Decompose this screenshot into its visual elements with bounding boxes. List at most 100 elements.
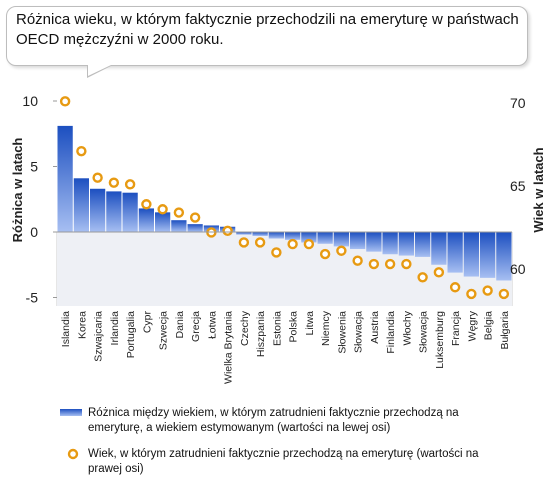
bar-Litwa: [301, 232, 317, 243]
legend-circle-swatch: [67, 448, 79, 460]
point-Hiszpania: [254, 237, 266, 248]
point-Irlandia: [108, 177, 120, 188]
y2-axis-label: Wiek w latach: [531, 147, 546, 232]
bar-Estonia: [268, 232, 284, 239]
category-label: Grecja: [190, 311, 202, 342]
bar-Polska: [285, 232, 301, 240]
bar-Włochy: [398, 232, 414, 256]
chart-title: Różnica wieku, w którym faktycznie przec…: [16, 11, 519, 48]
category-label: Niemcy: [320, 310, 332, 346]
point-Litwa: [303, 238, 315, 250]
title-bubble: [6, 6, 528, 78]
category-label: Łotwa: [206, 311, 218, 339]
point-Korea: [76, 145, 87, 157]
bar-Słowacja: [415, 232, 431, 257]
legend-layer: [60, 409, 82, 460]
point-Słowacja: [417, 272, 428, 283]
bar-Węgry: [463, 232, 479, 277]
bar-Cypr: [138, 208, 154, 232]
bar-Słowenia: [333, 232, 349, 247]
point-Słowacja: [352, 255, 363, 266]
category-label: Estonia: [271, 311, 283, 346]
category-label: Szwecja: [158, 311, 170, 350]
category-label: Finlandia: [385, 311, 397, 354]
category-label: Portugalia: [125, 311, 137, 358]
category-label: Austria: [369, 311, 381, 344]
bar-Luksemburg: [431, 232, 447, 265]
bar-Grecja: [187, 224, 203, 232]
category-label: Korea: [76, 311, 88, 339]
point-Luksemburg: [433, 267, 445, 278]
category-label: Hiszpania: [255, 311, 267, 357]
bar-layer: [57, 125, 512, 281]
category-label: Szwajcaria: [93, 311, 105, 362]
bar-Szwajcaria: [90, 188, 106, 232]
bar-Irlandia: [106, 191, 122, 232]
category-label: Słowacja: [418, 311, 430, 353]
category-label: Luksemburg: [434, 311, 446, 369]
bar-Hiszpania: [252, 232, 268, 236]
point-Wielka Brytania: [222, 225, 233, 237]
point-Finlandia: [384, 258, 396, 270]
category-label: Litwa: [304, 311, 316, 336]
point-Czechy: [238, 237, 250, 248]
bar-Słowacja: [350, 232, 366, 250]
point-Polska: [287, 238, 298, 250]
category-label: Włochy: [401, 310, 413, 345]
point-Grecja: [189, 212, 201, 223]
left-tick-label: 5: [30, 159, 38, 175]
category-label: Islandia: [60, 311, 72, 347]
bar-Islandia: [57, 125, 73, 232]
bar-Dania: [171, 220, 187, 232]
point-Włochy: [401, 258, 412, 270]
point-Austria: [368, 258, 380, 270]
category-label: Polska: [288, 311, 300, 343]
legend-bar-swatch: [60, 409, 82, 416]
bubble-tail-inner: [88, 65, 111, 76]
point-Niemcy: [319, 248, 331, 260]
bar-Austria: [366, 232, 382, 252]
bar-Szwecja: [155, 212, 171, 232]
point-Belgia: [482, 285, 493, 296]
point-Cypr: [141, 199, 152, 210]
category-label: Czechy: [239, 310, 251, 346]
right-tick-label: 65: [510, 178, 526, 194]
category-label: Wielka Brytania: [223, 311, 235, 384]
left-tick-label: 10: [22, 93, 38, 109]
y-axis-label: Różnica w latach: [10, 138, 25, 243]
category-label: Francja: [450, 311, 462, 346]
right-tick-label: 70: [510, 95, 526, 111]
bar-Finlandia: [382, 232, 398, 255]
left-tick-label: 0: [30, 224, 38, 240]
bar-Czechy: [236, 232, 252, 235]
point-Bułgaria: [498, 288, 510, 300]
point-layer: [59, 96, 510, 300]
point-Estonia: [271, 247, 282, 258]
category-label: Słowenia: [336, 311, 348, 354]
bar-Portugalia: [122, 192, 138, 232]
axis-layer: 10 5 0 -5 70 65 60 Różnica w latach Wiek w latac…: [10, 93, 546, 384]
bar-Belgia: [480, 232, 496, 278]
category-label: Cypr: [141, 310, 153, 333]
legend-circles-label: Wiek, w którym zatrudnieni faktycznie pr…: [88, 448, 479, 475]
point-Węgry: [466, 288, 477, 300]
category-label: Irlandia: [109, 311, 121, 346]
bar-Bułgaria: [496, 232, 512, 281]
left-tick-label: -5: [26, 290, 39, 306]
point-Dania: [173, 207, 185, 218]
point-Francja: [449, 282, 461, 293]
category-label: Bułgaria: [499, 311, 511, 350]
category-label: Belgia: [483, 311, 495, 340]
bar-Niemcy: [317, 232, 333, 244]
point-Portugalia: [124, 179, 136, 190]
point-Szwajcaria: [92, 172, 103, 183]
category-label: Dania: [174, 311, 186, 339]
category-label: Węgry: [466, 310, 478, 341]
bar-Francja: [447, 232, 463, 273]
point-Islandia: [59, 96, 71, 107]
point-Szwecja: [157, 204, 168, 215]
category-label: Słowacja: [353, 311, 365, 353]
point-Słowenia: [336, 245, 347, 256]
legend-bars-label: Różnica między wiekiem, w którym zatrudn…: [88, 407, 459, 434]
